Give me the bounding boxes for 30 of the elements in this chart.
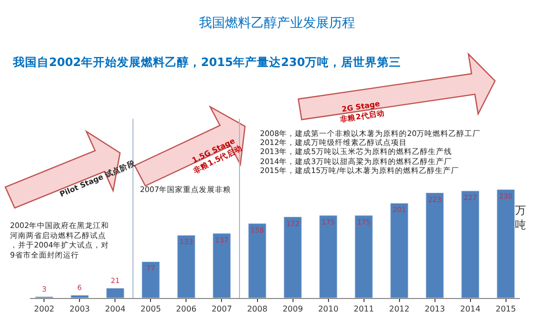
x-tick-label: 2010 xyxy=(318,304,338,314)
x-tick-label: 2004 xyxy=(105,304,126,314)
bar xyxy=(390,202,408,298)
bar xyxy=(496,189,515,298)
x-tick-label: 2006 xyxy=(176,304,196,314)
x-tick-label: 2012 xyxy=(389,304,410,314)
x-tick-label: 2014 xyxy=(460,304,480,314)
x-tick-label: 2003 xyxy=(70,304,90,314)
x-tick-label: 2008 xyxy=(247,304,268,314)
bar xyxy=(461,190,480,298)
chart-title: 我国燃料乙醇产业发展历程 xyxy=(199,16,355,31)
x-tick-label: 2015 xyxy=(496,304,516,314)
bar xyxy=(284,216,302,298)
bar xyxy=(212,233,231,298)
x-tick-label: 2002 xyxy=(34,304,54,314)
bar xyxy=(248,223,266,298)
bar xyxy=(177,234,196,298)
y-axis-title: 万吨 xyxy=(515,204,526,232)
x-tick-label: 2007 xyxy=(212,304,232,314)
bar xyxy=(142,261,160,298)
x-tick-label: 2009 xyxy=(282,304,303,314)
x-tick-label: 2013 xyxy=(424,304,445,314)
x-tick-label: 2005 xyxy=(140,304,161,314)
bar xyxy=(426,192,444,298)
x-tick-label: 2011 xyxy=(354,304,374,314)
bar xyxy=(319,215,338,298)
bar xyxy=(70,294,89,298)
chart-subtitle: 我国自2002年开始发展燃料乙醇，2015年产量达230万吨，居世界第三 xyxy=(12,55,402,69)
bar xyxy=(354,215,373,298)
bar xyxy=(106,288,124,298)
